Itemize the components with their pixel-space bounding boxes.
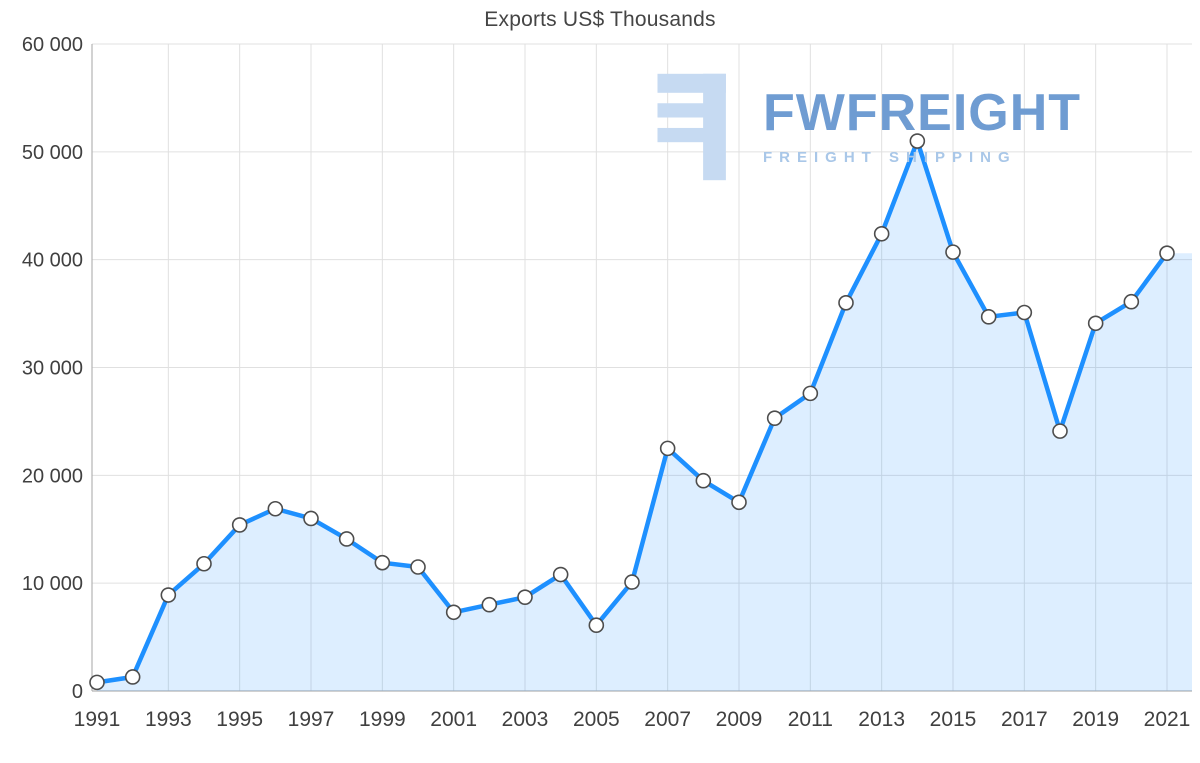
data-point-marker [552, 566, 569, 583]
y-tick-label: 40 000 [22, 250, 83, 272]
data-point-marker [731, 494, 747, 511]
data-point-marker [838, 294, 854, 311]
data-point-marker [624, 574, 640, 590]
data-point-marker [374, 554, 391, 571]
data-point-marker [802, 385, 819, 402]
data-point-marker [160, 587, 177, 603]
chart-title: Exports US$ Thousands [484, 8, 716, 31]
data-point-marker [1159, 245, 1175, 261]
data-point-marker [124, 669, 141, 685]
y-tick-label: 30 000 [22, 358, 83, 380]
data-point-marker [1123, 293, 1140, 310]
x-tick-label: 2013 [858, 708, 905, 731]
data-point-marker [196, 555, 212, 572]
x-tick-label: 2003 [502, 708, 549, 731]
x-tick-label: 2015 [930, 708, 977, 731]
data-point-marker [1016, 304, 1033, 321]
data-point-marker [945, 244, 961, 260]
data-point-marker [445, 604, 462, 621]
x-tick-label: 2005 [573, 708, 620, 731]
data-point-marker [338, 531, 355, 547]
data-point-marker [89, 674, 105, 691]
x-tick-label: 1993 [145, 708, 192, 731]
data-point-marker [695, 472, 712, 489]
y-tick-label: 0 [72, 681, 83, 703]
data-point-marker [980, 309, 997, 325]
data-point-marker [588, 617, 605, 634]
x-tick-label: 2021 [1144, 708, 1191, 731]
data-point-marker [766, 410, 783, 426]
data-point-marker [517, 589, 533, 605]
y-tick-label: 50 000 [22, 142, 83, 164]
data-point-marker [1087, 315, 1104, 332]
y-tick-label: 60 000 [22, 34, 83, 56]
data-point-marker [303, 510, 319, 527]
data-point-marker [659, 440, 676, 457]
x-tick-label: 1999 [359, 708, 406, 731]
x-tick-label: 1995 [216, 708, 263, 731]
x-tick-label: 2007 [644, 708, 691, 731]
data-point-marker [873, 225, 890, 242]
data-point-marker [481, 596, 498, 613]
y-tick-label: 10 000 [22, 573, 83, 595]
x-tick-label: 2019 [1072, 708, 1119, 731]
data-point-marker [909, 133, 926, 149]
x-tick-label: 2009 [716, 708, 763, 731]
area-fill [97, 141, 1192, 692]
data-point-marker [410, 559, 426, 575]
data-point-marker [1052, 423, 1068, 439]
x-tick-label: 2011 [788, 708, 833, 731]
x-tick-label: 1991 [74, 708, 121, 731]
data-point-marker [231, 517, 248, 533]
x-tick-label: 2001 [430, 708, 477, 731]
y-tick-label: 20 000 [22, 465, 83, 487]
x-tick-label: 1997 [288, 708, 335, 731]
x-tick-label: 2017 [1001, 708, 1048, 731]
data-point-marker [267, 500, 284, 517]
